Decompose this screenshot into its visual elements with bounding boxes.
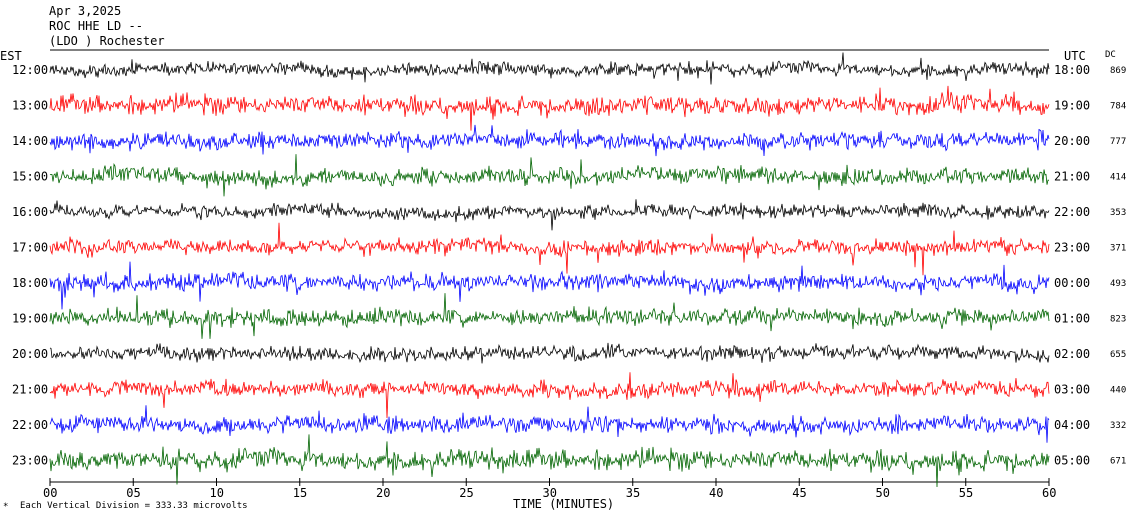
trace-1800 — [49, 261, 1050, 310]
trace-1700 — [49, 222, 1050, 276]
utc-hour-label: 22:00 — [1054, 205, 1090, 219]
left-zone-label: EST — [0, 49, 22, 63]
est-hour-label: 19:00 — [12, 312, 48, 326]
row-labels-group: 12:00 18:00 869 13:00 19:00 784 14:00 20:00 777 1… — [12, 63, 1126, 468]
utc-hour-label: 02:00 — [1054, 347, 1090, 361]
est-hour-label: 12:00 — [12, 63, 48, 77]
trace-1400 — [49, 124, 1050, 157]
utc-hour-label: 21:00 — [1054, 170, 1090, 184]
dc-value: 869 — [1110, 66, 1126, 76]
est-hour-label: 21:00 — [12, 383, 48, 397]
dc-value: 371 — [1110, 244, 1126, 254]
footnote-mark: * — [3, 502, 8, 512]
dc-value: 823 — [1110, 315, 1126, 325]
x-tick-label: 35 — [626, 486, 640, 500]
utc-hour-label: 01:00 — [1054, 312, 1090, 326]
dc-value: 493 — [1110, 279, 1126, 289]
right-zone-label: UTC — [1064, 49, 1086, 63]
utc-hour-label: 18:00 — [1054, 63, 1090, 77]
est-hour-label: 18:00 — [12, 276, 48, 290]
utc-hour-label: 23:00 — [1054, 241, 1090, 255]
trace-1600 — [49, 199, 1050, 231]
x-tick-label: 45 — [792, 486, 806, 500]
x-tick-label: 15 — [293, 486, 307, 500]
x-tick-label: 30 — [543, 486, 557, 500]
x-ticks-group: 00 05 10 15 20 25 30 35 40 45 50 55 60 — [43, 478, 1056, 500]
est-hour-label: 16:00 — [12, 205, 48, 219]
header-location: (LDO ) Rochester — [49, 34, 165, 48]
dc-value: 353 — [1110, 208, 1126, 218]
utc-hour-label: 05:00 — [1054, 454, 1090, 468]
dc-value: 784 — [1110, 102, 1126, 112]
x-tick-label: 40 — [709, 486, 723, 500]
x-tick-label: 50 — [876, 486, 890, 500]
trace-1500 — [49, 154, 1050, 197]
x-tick-label: 05 — [126, 486, 140, 500]
est-hour-label: 20:00 — [12, 347, 48, 361]
trace-2200 — [49, 405, 1050, 443]
utc-hour-label: 20:00 — [1054, 134, 1090, 148]
traces-group — [49, 52, 1050, 488]
x-tick-label: 55 — [959, 486, 973, 500]
x-tick-label: 00 — [43, 486, 57, 500]
x-tick-label: 60 — [1042, 486, 1056, 500]
x-axis-title: TIME (MINUTES) — [513, 497, 614, 511]
est-hour-label: 14:00 — [12, 134, 48, 148]
est-hour-label: 15:00 — [12, 170, 48, 184]
utc-hour-label: 04:00 — [1054, 418, 1090, 432]
footnote-text: Each Vertical Division = 333.33 microvol… — [20, 501, 248, 511]
trace-1300 — [49, 85, 1050, 131]
utc-hour-label: 03:00 — [1054, 383, 1090, 397]
est-hour-label: 22:00 — [12, 418, 48, 432]
header-station: ROC HHE LD -- — [49, 19, 143, 33]
utc-hour-label: 00:00 — [1054, 276, 1090, 290]
utc-hour-label: 19:00 — [1054, 99, 1090, 113]
trace-2000 — [49, 342, 1050, 364]
x-tick-label: 10 — [210, 486, 224, 500]
est-hour-label: 23:00 — [12, 454, 48, 468]
x-tick-label: 20 — [376, 486, 390, 500]
est-hour-label: 13:00 — [12, 99, 48, 113]
header-date: Apr 3,2025 — [49, 4, 121, 18]
dc-value: 440 — [1110, 386, 1126, 396]
trace-2300 — [49, 434, 1050, 488]
trace-2100 — [49, 372, 1050, 419]
x-tick-label: 25 — [459, 486, 473, 500]
est-hour-label: 17:00 — [12, 241, 48, 255]
dc-value: 655 — [1110, 350, 1126, 360]
dc-value: 332 — [1110, 421, 1126, 431]
trace-1200 — [49, 52, 1050, 85]
dc-value: 777 — [1110, 137, 1126, 147]
dc-value: 414 — [1110, 173, 1126, 183]
trace-1900 — [49, 293, 1050, 339]
dc-value: 671 — [1110, 457, 1126, 467]
dc-label: DC — [1105, 50, 1116, 60]
